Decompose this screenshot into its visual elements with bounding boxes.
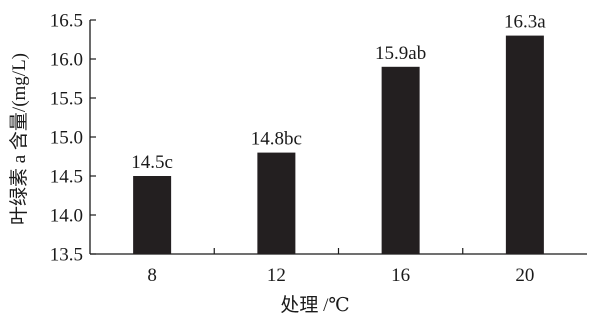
y-axis-ticks: 13.5 14.0 14.5 15.0 15.5 16.0 16.5 xyxy=(50,11,96,266)
data-label: 15.9ab xyxy=(375,43,426,64)
x-tick-label: 12 xyxy=(267,265,286,286)
x-tick-label: 16 xyxy=(391,265,410,286)
y-tick-label: 16.0 xyxy=(50,50,83,71)
y-axis-title: 叶绿素 a 含量/(mg/L) xyxy=(8,53,30,225)
y-tick-label: 15.0 xyxy=(50,128,83,149)
bar-16 xyxy=(381,66,420,254)
x-tick-label: 20 xyxy=(515,265,534,286)
y-tick-label: 15.5 xyxy=(50,89,83,110)
bar-20 xyxy=(505,35,544,254)
bar-8 xyxy=(133,176,172,254)
x-axis-title: 处理 /℃ xyxy=(280,294,349,316)
x-axis-ticks: 8 12 16 20 xyxy=(147,248,534,286)
data-label: 14.8bc xyxy=(251,129,302,150)
x-tick-label: 8 xyxy=(147,265,157,286)
bar-12 xyxy=(257,152,296,254)
bars xyxy=(133,35,544,254)
y-tick-label: 14.5 xyxy=(50,167,83,188)
y-tick-label: 16.5 xyxy=(50,11,83,32)
y-tick-label: 13.5 xyxy=(50,245,83,266)
data-labels: 14.5c 14.8bc 15.9ab 16.3a xyxy=(131,12,546,173)
data-label: 14.5c xyxy=(131,152,173,173)
data-label: 16.3a xyxy=(504,12,546,33)
y-tick-label: 14.0 xyxy=(50,206,83,227)
